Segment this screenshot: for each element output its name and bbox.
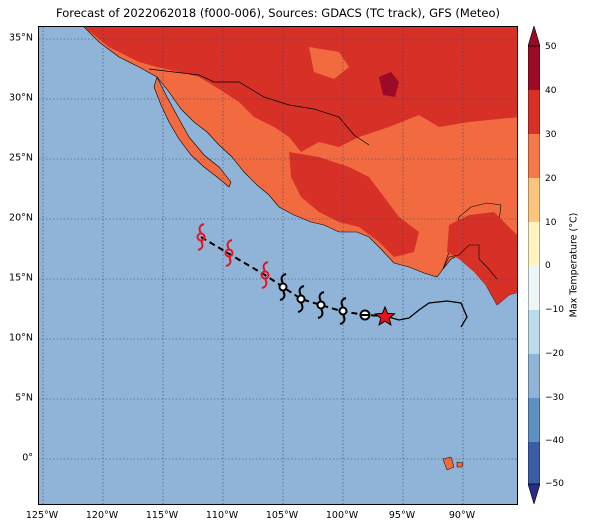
lat-label-0: 0° [22,452,33,464]
lon-label-95: 95°W [388,510,416,521]
lon-label-110: 110°W [205,510,239,521]
colorbar [528,26,540,504]
colorbar-tick-30: 30 [545,130,557,140]
storm-track-observed [384,300,468,328]
lon-label-90: 90°W [448,510,476,521]
map-area[interactable] [38,26,518,505]
hurricane-symbol-red-icon [196,223,270,289]
colorbar-tick-m30: −30 [545,393,564,403]
colorbar-tick-20: 20 [545,174,557,184]
colorbar-tick-10: 10 [545,218,557,228]
lat-label-5: 5°N [15,392,33,404]
land-galapagos [442,456,464,471]
lat-label-10: 10°N [9,332,33,344]
lat-label-25: 25°N [9,152,33,164]
lon-label-105: 105°W [265,510,299,521]
lat-label-35: 35°N [9,32,33,44]
border-guatemala [442,244,498,280]
colorbar-title: Max Temperature (°C) [568,212,580,318]
lon-label-115: 115°W [145,510,179,521]
lon-label-125: 125°W [25,510,59,521]
colorbar-tick-m10: −10 [545,305,564,315]
colorbar-tick-0: 0 [545,261,551,271]
land-hot-central [289,152,419,257]
map-svg [39,27,517,504]
storm-track-forecast [200,236,386,317]
land-warm-patch-2 [247,137,279,177]
lon-label-100: 100°W [325,510,359,521]
border-usa-mexico [148,68,370,146]
colorbar-tick-50: 50 [545,42,557,52]
land-warm-patch [309,47,349,79]
star-icon [374,305,396,326]
colorbar-tick-m20: −20 [545,349,564,359]
colorbar-tick-m50: −50 [545,479,564,489]
lat-label-15: 15°N [9,272,33,284]
land-hot-north [84,27,517,152]
lat-label-30: 30°N [9,92,33,104]
hurricane-symbol-icon [278,273,371,325]
land-veryhot [379,72,399,97]
land-hot-south [447,212,517,305]
colorbar-tick-40: 40 [545,86,557,96]
lon-label-120: 120°W [85,510,119,521]
colorbar-tick-m40: −40 [545,436,564,446]
map-title: Forecast of 2022062018 (f000-006), Sourc… [56,6,500,20]
lat-label-20: 20°N [9,212,33,224]
grid-lines [39,27,517,504]
